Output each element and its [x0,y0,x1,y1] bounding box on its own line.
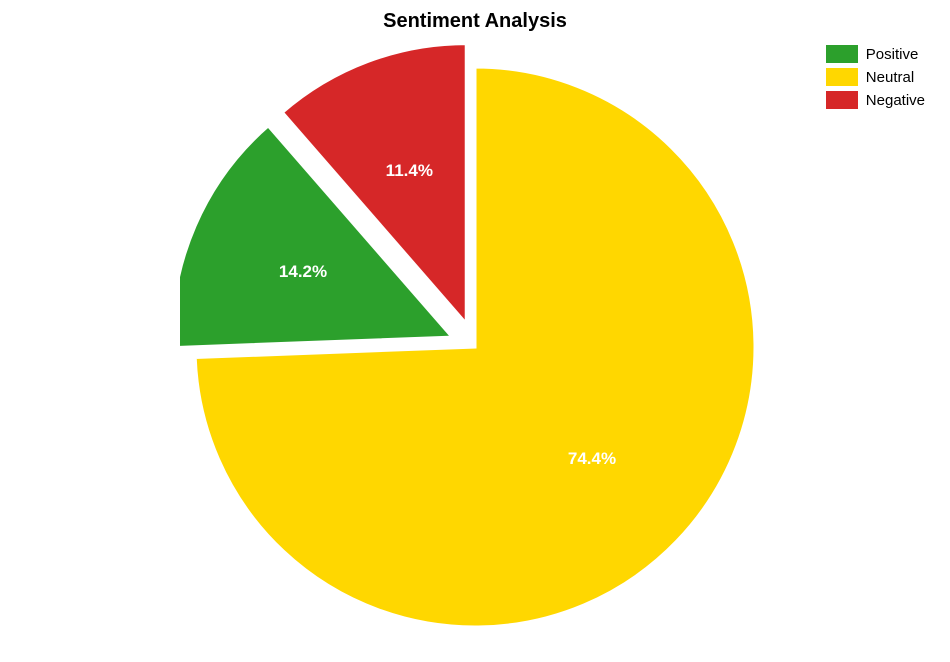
pie-slice-label-positive: 14.2% [279,262,327,281]
chart-title: Sentiment Analysis [0,10,950,33]
legend-swatch-negative [826,91,858,109]
legend-swatch-positive [826,45,858,63]
pie-slice-label-neutral: 74.4% [568,449,616,468]
pie-slice-label-negative: 11.4% [386,161,433,180]
pie-chart: 74.4% 14.2% 11.4% [180,35,770,645]
legend: Positive Neutral Negative [826,45,925,109]
legend-swatch-neutral [826,68,858,86]
legend-item-positive: Positive [826,45,925,63]
legend-item-neutral: Neutral [826,68,925,86]
legend-label-positive: Positive [866,46,919,63]
legend-item-negative: Negative [826,91,925,109]
legend-label-neutral: Neutral [866,69,914,86]
legend-label-negative: Negative [866,92,925,109]
